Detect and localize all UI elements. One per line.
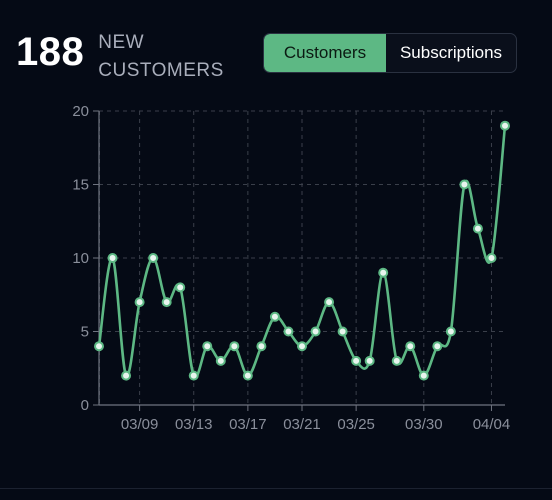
chart-tick-labels: 0 5 10 15 20 03/09 03/13 03/17 03/21 03/25 03/30 04… <box>72 103 510 433</box>
y-tick-label-10: 10 <box>72 250 89 267</box>
data-point-03-20 <box>283 326 294 337</box>
data-point-03-31 <box>432 341 443 352</box>
data-point-03-26 <box>364 355 375 366</box>
y-tick-label-15: 15 <box>72 177 89 194</box>
metric-toggle: Customers Subscriptions <box>263 33 517 73</box>
y-tick-label-20: 20 <box>72 103 89 120</box>
data-point-03-08 <box>121 370 132 381</box>
stat-label: NEW CUSTOMERS <box>98 29 224 85</box>
x-tick-label-03-09: 03/09 <box>121 416 159 433</box>
bottom-divider <box>0 488 552 489</box>
data-point-03-17 <box>242 370 253 381</box>
data-point-04-01 <box>445 326 456 337</box>
data-point-04-03 <box>472 223 483 234</box>
series-line-0 <box>97 125 507 379</box>
data-point-03-21 <box>297 341 307 352</box>
data-point-03-06 <box>94 341 104 352</box>
data-point-03-22 <box>310 326 321 337</box>
x-tick-label-03-17: 03/17 <box>229 416 267 433</box>
data-point-03-15 <box>215 355 226 366</box>
x-tick-label-04-04: 04/04 <box>473 416 511 433</box>
data-point-03-07 <box>107 253 118 263</box>
data-point-03-23 <box>324 297 335 308</box>
data-point-04-04 <box>486 253 497 263</box>
y-tick-label-0: 0 <box>81 397 89 414</box>
stat-label-line1: NEW <box>98 32 145 53</box>
data-point-03-16 <box>229 341 240 352</box>
data-point-03-10 <box>148 253 159 263</box>
stat-summary: 188 NEW CUSTOMERS <box>16 26 224 85</box>
data-point-03-13 <box>188 370 199 381</box>
x-tick-label-03-21: 03/21 <box>283 416 321 433</box>
y-tick-label-5: 5 <box>81 324 89 341</box>
data-point-03-14 <box>202 341 213 352</box>
data-point-03-27 <box>378 267 389 278</box>
toggle-subscriptions-button[interactable]: Subscriptions <box>399 43 503 62</box>
chart-series <box>94 120 510 381</box>
stat-value: 188 <box>16 30 85 74</box>
data-point-03-28 <box>391 355 402 366</box>
chart-axes <box>93 110 505 411</box>
data-point-04-05 <box>500 120 510 131</box>
toggle-customers-button[interactable]: Customers <box>264 34 386 72</box>
data-point-03-12 <box>175 282 186 293</box>
x-tick-label-03-30: 03/30 <box>405 416 443 433</box>
x-tick-label-03-13: 03/13 <box>175 416 213 433</box>
data-point-03-29 <box>405 341 416 352</box>
x-tick-label-03-25: 03/25 <box>337 416 375 433</box>
data-point-03-18 <box>256 341 267 352</box>
data-point-03-25 <box>351 355 362 366</box>
data-point-04-02 <box>459 179 470 190</box>
data-point-03-11 <box>161 297 172 308</box>
customers-line-chart: 0 5 10 15 20 03/09 03/13 03/17 03/21 03/25 03/30 04… <box>72 103 510 433</box>
stat-label-line2: CUSTOMERS <box>98 60 224 81</box>
chart-grid <box>99 110 505 405</box>
data-point-03-24 <box>337 326 348 337</box>
data-point-03-19 <box>269 311 280 322</box>
data-point-03-09 <box>134 297 145 308</box>
data-point-03-30 <box>418 370 429 381</box>
